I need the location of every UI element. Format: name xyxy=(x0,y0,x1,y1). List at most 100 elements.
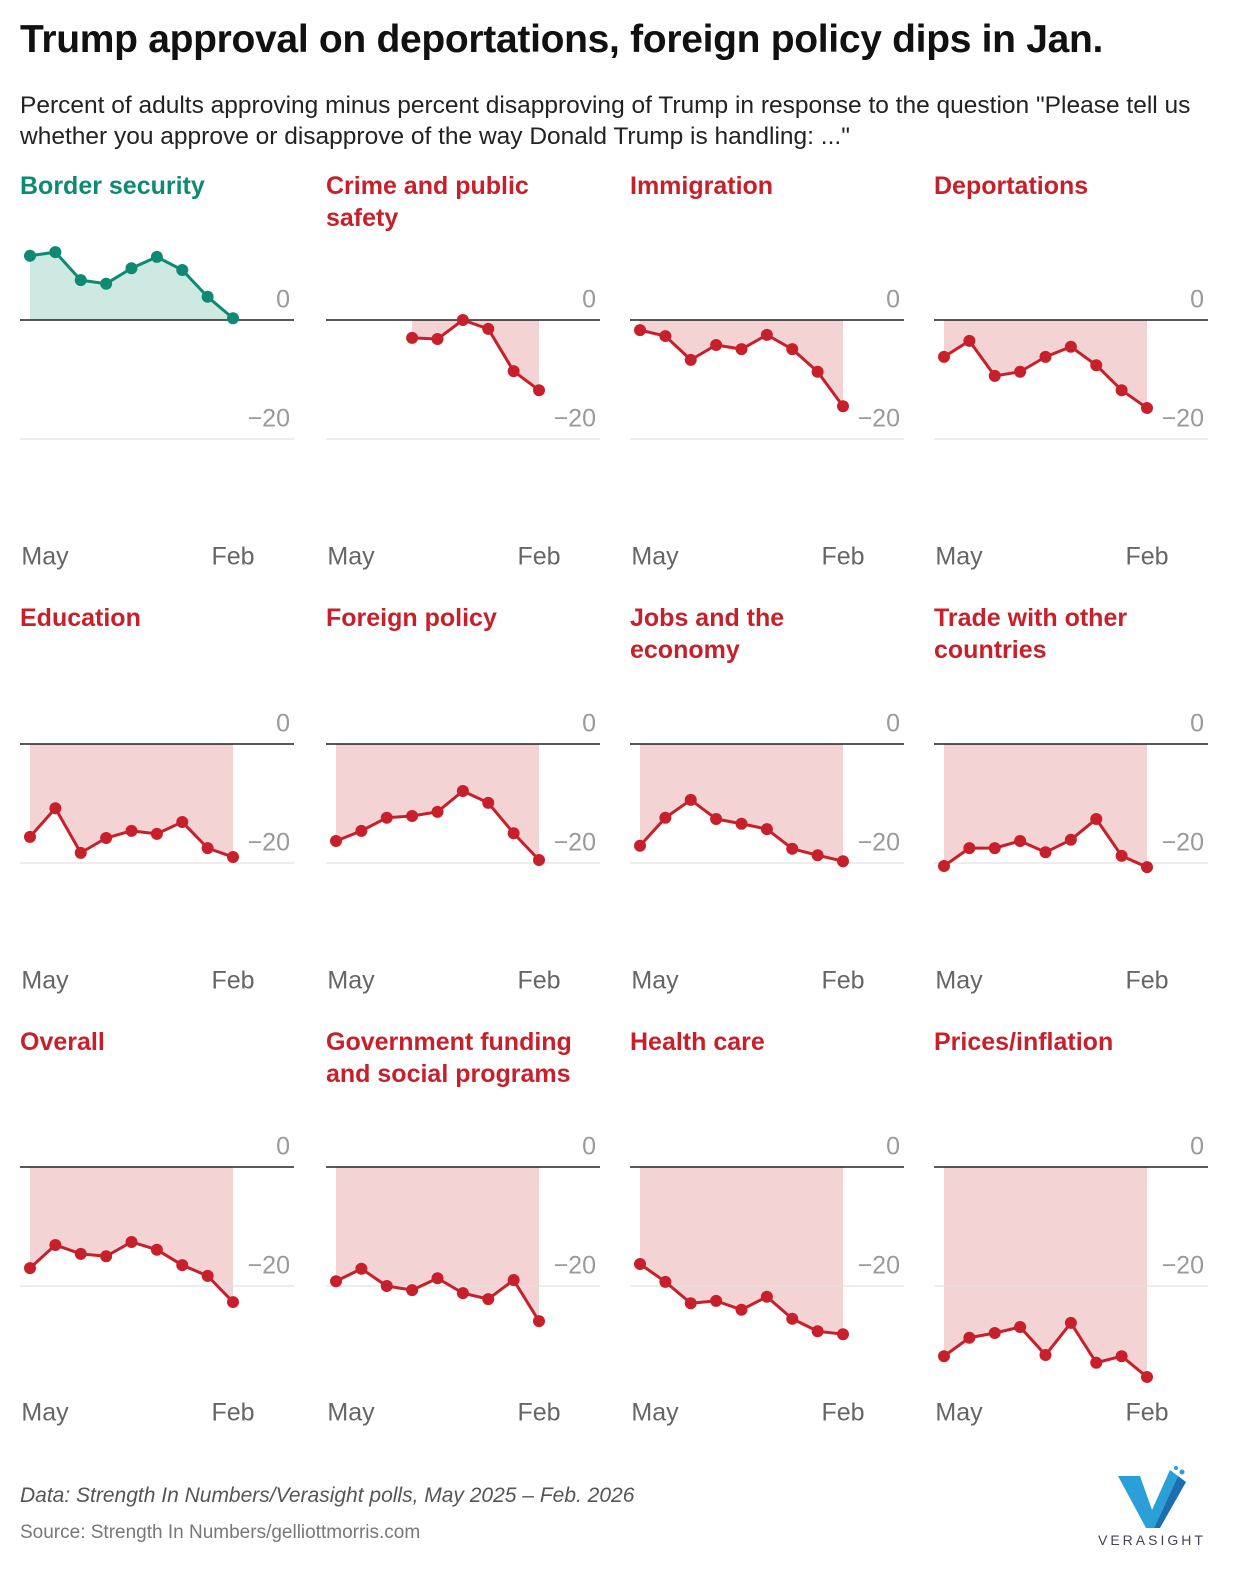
point xyxy=(74,1247,87,1260)
point xyxy=(380,811,393,824)
point xyxy=(837,400,849,413)
point xyxy=(1039,350,1052,363)
point xyxy=(355,1262,368,1275)
point xyxy=(1141,861,1153,874)
point xyxy=(201,290,214,303)
x-tick-label: May xyxy=(21,543,69,571)
point xyxy=(176,1259,189,1272)
point xyxy=(100,832,113,845)
x-tick-label: Feb xyxy=(1125,543,1168,571)
area xyxy=(640,744,843,862)
x-tick-label: May xyxy=(21,1399,69,1427)
y-tick-label: −20 xyxy=(858,1252,900,1280)
point xyxy=(227,851,239,864)
y-tick-label: 0 xyxy=(276,710,290,738)
point xyxy=(1115,384,1128,397)
panel-title: Crime and public safety xyxy=(326,172,529,232)
point xyxy=(507,827,520,840)
point xyxy=(24,830,36,843)
point xyxy=(735,817,748,830)
point xyxy=(659,330,672,343)
panel-title: Overall xyxy=(20,1028,105,1056)
panel: 0 −20 May Feb xyxy=(326,286,600,571)
x-tick-label: Feb xyxy=(517,1399,560,1427)
point xyxy=(456,314,469,326)
y-tick-label: −20 xyxy=(554,405,596,433)
point xyxy=(1014,834,1027,847)
point xyxy=(507,365,520,378)
x-tick-label: Feb xyxy=(821,543,864,571)
y-tick-label: −20 xyxy=(1162,829,1204,857)
point xyxy=(1039,846,1052,859)
point xyxy=(431,1272,444,1285)
x-tick-label: Feb xyxy=(1125,967,1168,995)
point xyxy=(1064,1316,1077,1329)
point xyxy=(659,1275,672,1288)
point xyxy=(811,1325,824,1338)
point xyxy=(837,855,849,868)
area xyxy=(412,320,539,391)
logo-icon xyxy=(1118,1466,1186,1528)
point xyxy=(684,793,697,806)
point xyxy=(634,1257,646,1270)
point xyxy=(634,839,646,852)
y-tick-label: 0 xyxy=(582,286,596,314)
panel-title: Health care xyxy=(630,1028,765,1056)
point xyxy=(456,785,469,798)
x-tick-label: May xyxy=(327,967,375,995)
panel-title: Jobs and the economy xyxy=(630,604,785,664)
area xyxy=(30,252,233,320)
point xyxy=(330,1275,342,1288)
y-tick-label: 0 xyxy=(276,1133,290,1161)
point xyxy=(684,1297,697,1310)
point xyxy=(150,827,163,840)
point xyxy=(431,333,444,346)
point xyxy=(406,331,419,344)
point xyxy=(710,812,723,825)
x-tick-label: May xyxy=(631,967,679,995)
point xyxy=(176,815,189,828)
y-tick-label: 0 xyxy=(886,1133,900,1161)
point xyxy=(963,842,976,855)
x-tick-label: May xyxy=(935,967,983,995)
point xyxy=(988,842,1001,855)
area xyxy=(336,1167,539,1322)
panel: 0 −20 May Feb xyxy=(934,1133,1208,1427)
y-tick-label: 0 xyxy=(582,710,596,738)
point xyxy=(380,1280,393,1292)
point xyxy=(533,854,545,867)
point xyxy=(125,824,138,837)
panel: 0 −20 May Feb xyxy=(20,710,294,995)
point xyxy=(482,322,495,335)
point xyxy=(201,842,214,855)
y-tick-label: 0 xyxy=(582,1133,596,1161)
point xyxy=(49,802,62,815)
point xyxy=(125,262,138,275)
panel: 0 −20 May Feb xyxy=(934,710,1208,995)
panel: 0 −20 May Feb xyxy=(326,710,600,995)
y-tick-label: 0 xyxy=(1190,1133,1204,1161)
point xyxy=(1014,1321,1027,1334)
x-tick-label: May xyxy=(935,543,983,571)
point xyxy=(227,312,239,325)
point xyxy=(760,328,773,341)
panel-title: Government funding and social programs xyxy=(326,1028,572,1088)
x-tick-label: Feb xyxy=(821,1399,864,1427)
y-tick-label: −20 xyxy=(858,405,900,433)
panel: 0 −20 May Feb xyxy=(630,710,904,995)
point xyxy=(634,324,646,337)
y-tick-label: 0 xyxy=(276,286,290,314)
point xyxy=(735,343,748,356)
logo-text: VERASIGHT xyxy=(1098,1532,1206,1548)
panel-title: Immigration xyxy=(630,172,774,200)
point xyxy=(710,1294,723,1307)
panel: 0 −20 May Feb xyxy=(20,1133,294,1427)
point xyxy=(710,338,723,351)
point xyxy=(837,1328,849,1341)
x-tick-label: Feb xyxy=(211,543,254,571)
point xyxy=(482,1293,495,1306)
panel-title: Trade with other countries xyxy=(934,604,1128,664)
panel-title: Border security xyxy=(20,172,205,200)
subtitle: Percent of adults approving minus percen… xyxy=(20,92,1191,150)
